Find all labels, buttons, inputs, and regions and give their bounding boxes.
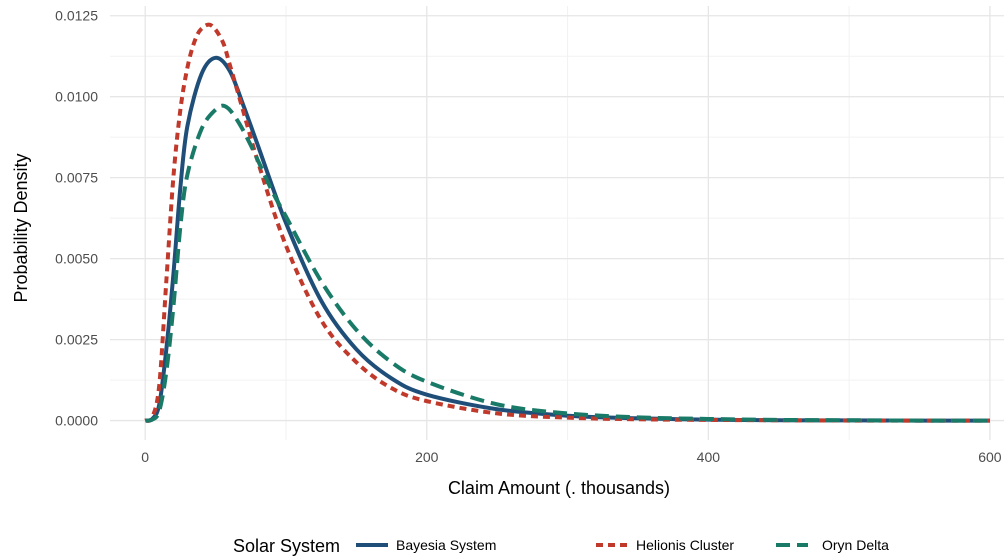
series-lines — [144, 22, 990, 423]
major-gridlines — [110, 6, 1004, 440]
legend: Solar System Bayesia System Helionis Clus… — [233, 536, 889, 556]
y-tick-label: 0.0075 — [55, 170, 98, 186]
minor-gridlines — [110, 6, 1004, 440]
y-axis-title: Probability Density — [11, 153, 31, 302]
x-axis-title: Claim Amount (. thousands) — [448, 478, 670, 498]
x-tick-label: 400 — [697, 449, 721, 465]
series-line-oryn-delta — [144, 103, 990, 423]
legend-label: Oryn Delta — [822, 537, 889, 553]
legend-label: Bayesia System — [396, 537, 496, 553]
y-tick-label: 0.0050 — [55, 251, 98, 267]
y-tick-label: 0.0000 — [55, 413, 98, 429]
series-line-helionis-cluster — [144, 22, 990, 423]
y-tick-label: 0.0100 — [55, 89, 98, 105]
legend-title: Solar System — [233, 536, 340, 556]
y-tick-label: 0.0025 — [55, 332, 98, 348]
x-axis-ticks: 0 200 400 600 — [141, 449, 1002, 465]
x-tick-label: 200 — [415, 449, 439, 465]
legend-label: Helionis Cluster — [636, 537, 734, 553]
y-tick-label: 0.0125 — [55, 8, 98, 24]
y-axis-ticks: 0.0000 0.0025 0.0050 0.0075 0.0100 0.0125 — [55, 8, 98, 429]
x-tick-label: 0 — [141, 449, 149, 465]
x-tick-label: 600 — [978, 449, 1002, 465]
